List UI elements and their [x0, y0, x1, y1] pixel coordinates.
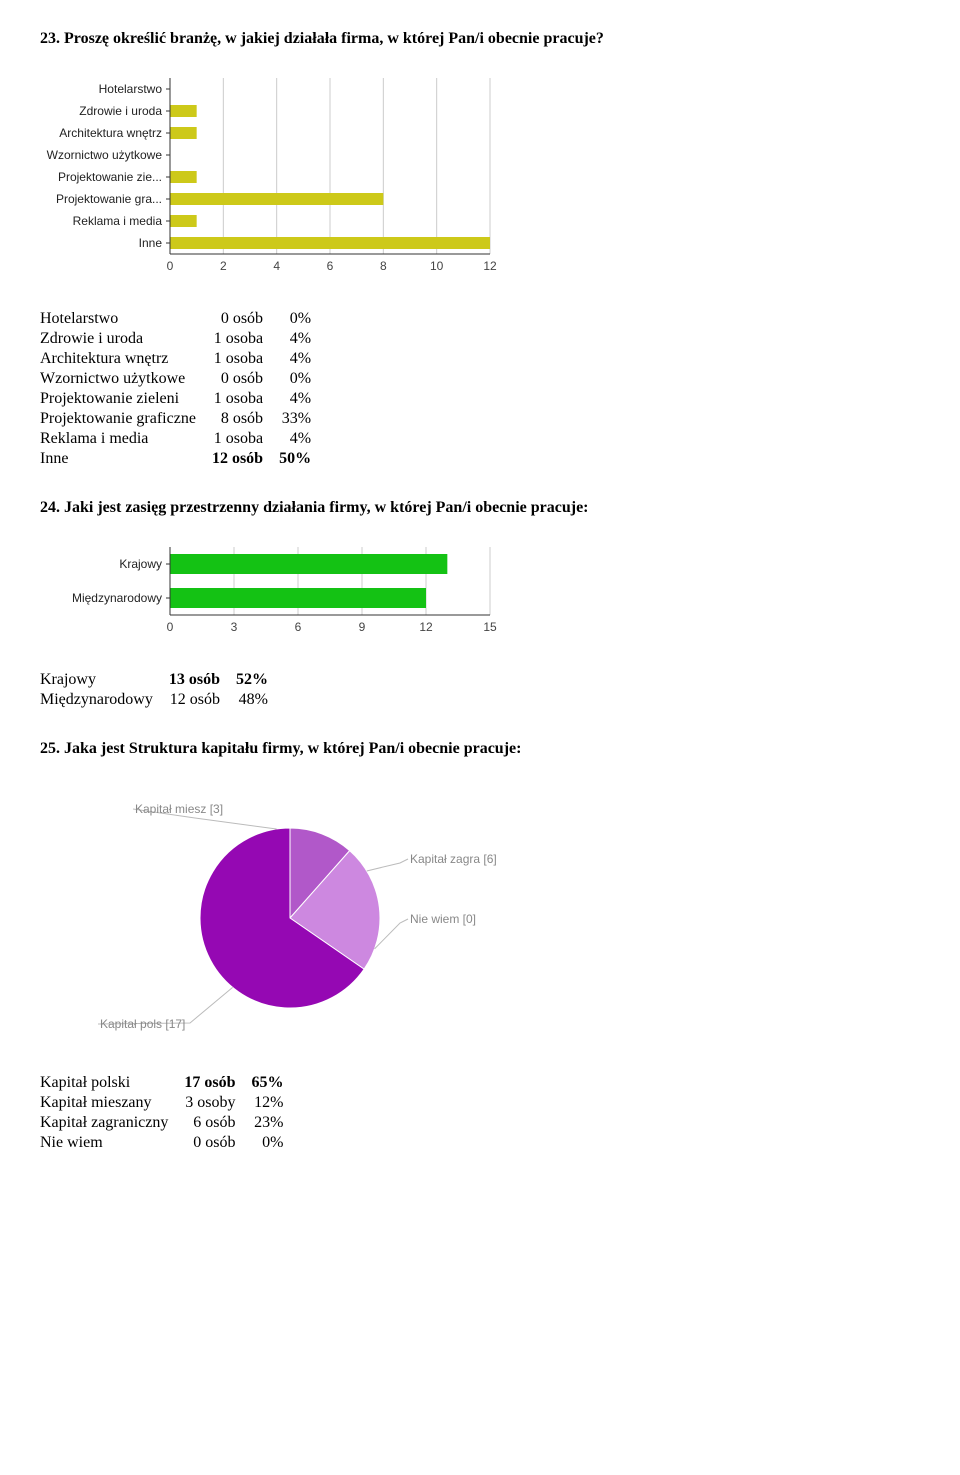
- table-cell: Kapitał mieszany: [40, 1093, 178, 1113]
- table-cell: 4%: [273, 349, 321, 369]
- svg-text:6: 6: [327, 259, 334, 273]
- svg-text:Kapitał miesz [3]: Kapitał miesz [3]: [135, 802, 223, 816]
- question-25-title: 25. Jaka jest Struktura kapitału firmy, …: [40, 740, 920, 758]
- q25-table: Kapitał polski17 osób65%Kapitał mieszany…: [40, 1073, 294, 1153]
- table-cell: 0%: [246, 1133, 294, 1153]
- table-cell: 65%: [246, 1073, 294, 1093]
- table-cell: 48%: [230, 690, 278, 710]
- table-cell: Projektowanie graficzne: [40, 409, 206, 429]
- table-cell: Krajowy: [40, 670, 163, 690]
- table-cell: Reklama i media: [40, 429, 206, 449]
- table-cell: 8 osób: [206, 409, 273, 429]
- svg-text:15: 15: [483, 620, 497, 634]
- table-cell: 1 osoba: [206, 389, 273, 409]
- table-cell: 50%: [273, 449, 321, 469]
- svg-text:Zdrowie i uroda: Zdrowie i uroda: [79, 104, 162, 118]
- table-cell: Zdrowie i uroda: [40, 329, 206, 349]
- svg-text:0: 0: [167, 259, 174, 273]
- table-cell: 1 osoba: [206, 329, 273, 349]
- table-cell: 4%: [273, 389, 321, 409]
- svg-text:10: 10: [430, 259, 444, 273]
- svg-text:Hotelarstwo: Hotelarstwo: [99, 82, 163, 96]
- question-24-title: 24. Jaki jest zasięg przestrzenny działa…: [40, 499, 920, 517]
- table-cell: 33%: [273, 409, 321, 429]
- svg-text:Reklama i media: Reklama i media: [73, 214, 163, 228]
- svg-text:9: 9: [359, 620, 366, 634]
- table-cell: 12 osób: [163, 690, 230, 710]
- table-cell: 12%: [246, 1093, 294, 1113]
- svg-text:Projektowanie zie...: Projektowanie zie...: [58, 170, 162, 184]
- table-cell: 3 osoby: [178, 1093, 245, 1113]
- table-cell: 1 osoba: [206, 349, 273, 369]
- svg-text:6: 6: [295, 620, 302, 634]
- table-cell: 0 osób: [206, 309, 273, 329]
- table-row: Projektowanie zieleni1 osoba4%: [40, 389, 321, 409]
- svg-text:Krajowy: Krajowy: [119, 557, 162, 571]
- table-cell: Projektowanie zieleni: [40, 389, 206, 409]
- table-cell: Kapitał polski: [40, 1073, 178, 1093]
- question-23-title: 23. Proszę określić branżę, w jakiej dzi…: [40, 30, 920, 48]
- table-cell: Kapitał zagraniczny: [40, 1113, 178, 1133]
- table-cell: Inne: [40, 449, 206, 469]
- table-row: Reklama i media1 osoba4%: [40, 429, 321, 449]
- table-row: Międzynarodowy12 osób48%: [40, 690, 278, 710]
- q24-table: Krajowy13 osób52%Międzynarodowy12 osób48…: [40, 670, 278, 710]
- svg-text:12: 12: [419, 620, 433, 634]
- table-cell: 6 osób: [178, 1113, 245, 1133]
- table-cell: 23%: [246, 1113, 294, 1133]
- table-cell: 1 osoba: [206, 429, 273, 449]
- svg-text:4: 4: [273, 259, 280, 273]
- table-row: Krajowy13 osób52%: [40, 670, 278, 690]
- svg-text:3: 3: [231, 620, 238, 634]
- svg-text:Wzornictwo użytkowe: Wzornictwo użytkowe: [47, 148, 163, 162]
- q24-chart: 0 3 6 9 12 15 Krajowy Międzynarodowy: [40, 542, 920, 645]
- table-cell: 17 osób: [178, 1073, 245, 1093]
- svg-text:Międzynarodowy: Międzynarodowy: [72, 591, 162, 605]
- table-cell: 0%: [273, 309, 321, 329]
- table-row: Nie wiem0 osób0%: [40, 1133, 294, 1153]
- svg-text:Nie wiem [0]: Nie wiem [0]: [410, 912, 476, 926]
- table-row: Projektowanie graficzne8 osób33%: [40, 409, 321, 429]
- table-cell: 52%: [230, 670, 278, 690]
- table-cell: 0 osób: [178, 1133, 245, 1153]
- svg-text:Architektura wnętrz: Architektura wnętrz: [59, 126, 162, 140]
- svg-text:Projektowanie gra...: Projektowanie gra...: [56, 192, 162, 206]
- table-cell: Międzynarodowy: [40, 690, 163, 710]
- table-cell: 4%: [273, 429, 321, 449]
- svg-text:12: 12: [483, 259, 497, 273]
- table-row: Hotelarstwo0 osób0%: [40, 309, 321, 329]
- table-row: Wzornictwo użytkowe0 osób0%: [40, 369, 321, 389]
- table-row: Inne12 osób50%: [40, 449, 321, 469]
- q25-chart: Kapitał miesz [3] Kapitał zagra [6] Nie wi…: [40, 783, 920, 1048]
- table-cell: 0%: [273, 369, 321, 389]
- table-cell: 0 osób: [206, 369, 273, 389]
- table-cell: Hotelarstwo: [40, 309, 206, 329]
- svg-text:Inne: Inne: [139, 236, 163, 250]
- table-cell: Wzornictwo użytkowe: [40, 369, 206, 389]
- q23-chart: 0 2 4 6 8 10 12 Hotelarstwo Zdrowie i uroda Archi…: [40, 73, 920, 284]
- table-row: Architektura wnętrz1 osoba4%: [40, 349, 321, 369]
- table-cell: 12 osób: [206, 449, 273, 469]
- svg-text:2: 2: [220, 259, 227, 273]
- table-cell: 13 osób: [163, 670, 230, 690]
- table-row: Kapitał mieszany3 osoby12%: [40, 1093, 294, 1113]
- table-row: Zdrowie i uroda1 osoba4%: [40, 329, 321, 349]
- table-cell: Architektura wnętrz: [40, 349, 206, 369]
- svg-text:Kapitał pols [17]: Kapitał pols [17]: [100, 1017, 185, 1031]
- q23-table: Hotelarstwo0 osób0%Zdrowie i uroda1 osob…: [40, 309, 321, 469]
- table-row: Kapitał zagraniczny6 osób23%: [40, 1113, 294, 1133]
- svg-text:0: 0: [167, 620, 174, 634]
- svg-text:8: 8: [380, 259, 387, 273]
- table-row: Kapitał polski17 osób65%: [40, 1073, 294, 1093]
- table-cell: 4%: [273, 329, 321, 349]
- svg-text:Kapitał zagra [6]: Kapitał zagra [6]: [410, 852, 497, 866]
- table-cell: Nie wiem: [40, 1133, 178, 1153]
